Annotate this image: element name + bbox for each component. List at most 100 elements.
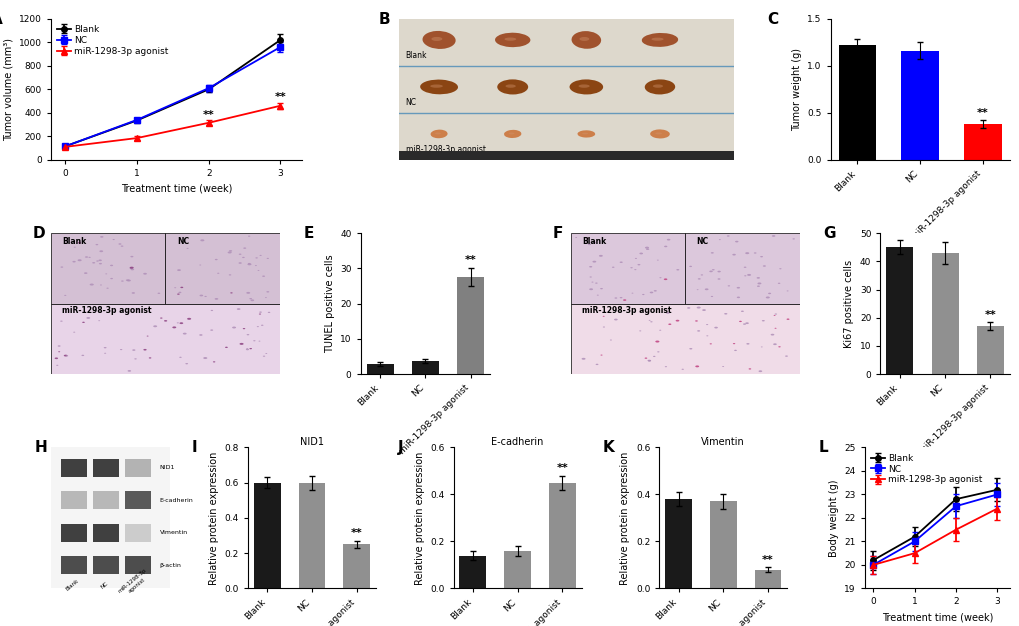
Ellipse shape xyxy=(177,269,180,271)
Ellipse shape xyxy=(760,346,762,347)
Bar xyxy=(299,483,325,588)
Ellipse shape xyxy=(238,254,242,255)
Ellipse shape xyxy=(734,350,736,351)
Ellipse shape xyxy=(761,320,764,322)
Ellipse shape xyxy=(656,351,659,352)
Ellipse shape xyxy=(110,265,113,266)
Ellipse shape xyxy=(777,346,780,347)
Y-axis label: Tumor volume (mm³): Tumor volume (mm³) xyxy=(3,38,13,141)
Ellipse shape xyxy=(746,274,750,276)
Ellipse shape xyxy=(655,133,661,135)
Ellipse shape xyxy=(592,260,596,262)
Ellipse shape xyxy=(786,319,789,320)
Ellipse shape xyxy=(228,274,231,275)
Ellipse shape xyxy=(609,339,611,341)
Bar xyxy=(503,551,531,588)
Ellipse shape xyxy=(704,289,708,290)
Ellipse shape xyxy=(118,244,121,245)
Ellipse shape xyxy=(90,284,94,285)
Ellipse shape xyxy=(257,270,259,271)
Y-axis label: Relative protein expression: Relative protein expression xyxy=(209,451,219,585)
Ellipse shape xyxy=(243,328,245,329)
Text: 16: 16 xyxy=(680,152,686,157)
Text: F: F xyxy=(552,226,562,241)
Text: NC: NC xyxy=(406,98,416,107)
Text: J: J xyxy=(397,440,403,455)
Ellipse shape xyxy=(647,360,650,362)
Text: NC: NC xyxy=(176,237,189,247)
Ellipse shape xyxy=(261,325,263,326)
Text: Vimentin: Vimentin xyxy=(159,530,187,535)
Ellipse shape xyxy=(435,133,440,135)
Ellipse shape xyxy=(595,364,598,365)
Text: 9: 9 xyxy=(494,152,497,157)
Ellipse shape xyxy=(773,314,776,315)
Ellipse shape xyxy=(243,247,246,249)
Ellipse shape xyxy=(227,252,231,254)
Ellipse shape xyxy=(263,356,265,357)
Text: E: E xyxy=(304,226,314,241)
Ellipse shape xyxy=(589,289,592,290)
Ellipse shape xyxy=(72,261,75,262)
Ellipse shape xyxy=(654,341,658,342)
Ellipse shape xyxy=(77,242,81,244)
Ellipse shape xyxy=(248,263,251,264)
Bar xyxy=(93,523,119,542)
Ellipse shape xyxy=(742,324,745,325)
Ellipse shape xyxy=(99,260,102,261)
Bar xyxy=(165,233,280,304)
Ellipse shape xyxy=(587,244,590,245)
Text: K: K xyxy=(602,440,614,455)
Ellipse shape xyxy=(262,275,265,277)
Ellipse shape xyxy=(767,293,770,294)
Ellipse shape xyxy=(125,279,129,281)
Bar xyxy=(93,556,119,574)
Bar xyxy=(412,361,438,374)
Ellipse shape xyxy=(651,38,663,41)
Ellipse shape xyxy=(773,328,775,329)
Ellipse shape xyxy=(765,297,769,299)
Bar xyxy=(125,523,151,542)
Text: L: L xyxy=(817,440,827,455)
Ellipse shape xyxy=(106,287,109,289)
Ellipse shape xyxy=(644,357,647,359)
Text: β-actin: β-actin xyxy=(159,563,181,568)
Ellipse shape xyxy=(716,270,720,272)
Ellipse shape xyxy=(164,320,167,322)
Bar xyxy=(125,556,151,574)
Ellipse shape xyxy=(676,269,679,270)
Ellipse shape xyxy=(713,327,717,329)
Ellipse shape xyxy=(696,330,699,332)
Bar xyxy=(51,304,280,374)
Text: E-cadherin: E-cadherin xyxy=(159,498,194,503)
Ellipse shape xyxy=(131,292,135,294)
Ellipse shape xyxy=(266,291,269,292)
Ellipse shape xyxy=(641,33,678,47)
Bar xyxy=(60,459,87,477)
Ellipse shape xyxy=(160,317,162,319)
Ellipse shape xyxy=(740,310,743,312)
Ellipse shape xyxy=(758,371,761,372)
Ellipse shape xyxy=(230,292,232,294)
Ellipse shape xyxy=(571,31,600,49)
Ellipse shape xyxy=(745,252,749,254)
Ellipse shape xyxy=(727,285,730,287)
Text: Blank: Blank xyxy=(582,237,606,247)
Text: Blank: Blank xyxy=(62,237,87,247)
Bar xyxy=(886,247,912,374)
Ellipse shape xyxy=(744,275,746,276)
Ellipse shape xyxy=(505,85,516,88)
Ellipse shape xyxy=(127,370,131,372)
Ellipse shape xyxy=(178,292,181,293)
Text: I: I xyxy=(192,440,198,455)
Ellipse shape xyxy=(120,349,122,350)
Ellipse shape xyxy=(200,295,203,296)
Ellipse shape xyxy=(246,348,248,349)
Ellipse shape xyxy=(630,267,632,269)
Ellipse shape xyxy=(785,356,787,357)
Bar xyxy=(457,277,484,374)
Ellipse shape xyxy=(675,320,679,322)
Ellipse shape xyxy=(736,287,740,289)
Ellipse shape xyxy=(736,297,740,298)
Ellipse shape xyxy=(177,294,179,295)
